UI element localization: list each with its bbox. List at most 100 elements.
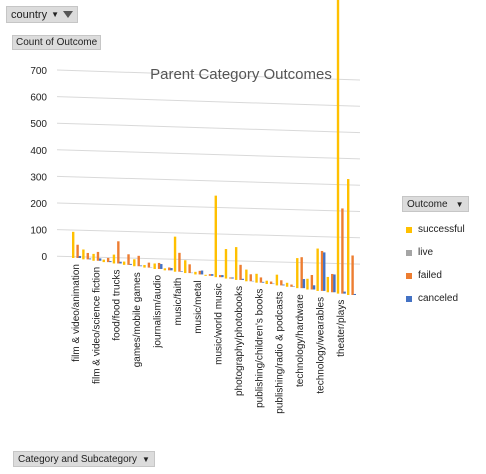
bar-successful-10-0 [275,274,279,286]
country-filter-button[interactable]: country ▼ [6,6,78,23]
legend-item-failed: failed [406,264,465,287]
gridline [56,69,361,81]
bar-successful-11-1 [306,278,309,290]
bar-canceled-4-0 [160,264,163,269]
x-category-label: technology/wearables [315,297,326,394]
bar-successful-10-1 [285,282,289,287]
bar-canceled-6-0 [200,270,204,275]
bar-failed-11-0 [300,257,303,289]
bar-failed-6-0 [198,270,202,275]
chart-title: Parent Category Outcomes [150,66,332,83]
bar-successful-3-0 [133,259,136,267]
bar-failed-12-0 [320,250,324,291]
bar-failed-5-0 [178,252,181,272]
bar-successful-8-0 [234,247,238,280]
bar-canceled-5-0 [180,271,183,272]
legend-swatch [406,295,412,302]
category-subcategory-label: Category and Subcategory [18,453,137,465]
bar-successful-6-0 [194,271,197,275]
category-subcategory-field-button[interactable]: Category and Subcategory ▼ [13,451,155,467]
bar-failed-1-1 [106,257,110,263]
bar-successful-5-1 [184,260,187,274]
bar-successful-0-0 [72,231,75,258]
bar-canceled-11-1 [312,285,316,290]
x-category-label: food/food trucks [112,269,123,340]
gridline [56,229,361,239]
bar-canceled-10-0 [282,284,285,286]
bar-canceled-0-1 [88,258,92,260]
x-category-label: music/faith [173,278,184,326]
bar-successful-12-0 [316,248,319,291]
bar-canceled-2-0 [119,261,122,264]
bar-successful-12-1 [326,276,330,293]
bar-failed-10-1 [290,284,293,287]
bar-canceled-0-0 [78,255,81,258]
bar-canceled-4-1 [170,268,173,271]
outcome-legend-field-button[interactable]: Outcome ▼ [402,196,469,212]
bar-successful-11-0 [296,258,299,289]
bar-failed-13-0 [341,208,344,294]
bar-canceled-13-0 [343,291,346,294]
y-axis-ticks: 700 600 500 400 300 200 100 0 [30,66,47,263]
bar-canceled-6-1 [211,274,214,276]
x-category-label: film & video/animation [71,264,82,362]
bar-successful-0-1 [82,249,85,260]
outcome-legend-label: Outcome [407,198,448,210]
bar-failed-7-1 [229,277,232,279]
chart-bars [72,0,356,295]
legend-swatch [406,272,412,279]
bar-canceled-1-0 [98,258,102,261]
bar-successful-1-0 [92,253,95,261]
bar-successful-9-0 [255,273,258,283]
bar-canceled-8-0 [241,278,244,280]
bar-canceled-7-1 [231,277,234,279]
bar-canceled-12-0 [323,252,326,291]
bar-successful-8-1 [245,269,248,282]
dropdown-arrow-icon: ▼ [141,454,150,464]
bar-failed-1-0 [96,251,100,261]
bar-failed-9-1 [269,281,273,285]
bar-failed-3-1 [147,262,151,268]
x-category-label: technology/hardware [295,294,306,387]
bar-failed-2-0 [117,241,120,264]
bar-successful-7-0 [214,195,217,278]
bar-canceled-13-1 [353,293,356,295]
bar-failed-9-0 [259,277,263,283]
y-tick-label: 0 [41,252,47,263]
legend-label: live [418,247,434,258]
y-tick-label: 200 [30,199,47,210]
bar-canceled-2-1 [129,263,132,265]
chart-gridlines [56,69,361,265]
gridline [56,175,361,186]
bar-successful-2-1 [122,261,126,265]
bar-failed-8-1 [249,274,252,282]
bar-canceled-12-1 [333,274,336,293]
bar-canceled-1-1 [109,261,112,263]
gridline [56,122,361,134]
bar-canceled-11-0 [302,279,306,289]
filter-funnel-icon [63,11,73,18]
bar-failed-8-0 [239,264,242,280]
y-tick-label: 600 [30,93,47,104]
bar-successful-5-0 [173,236,177,272]
legend-item-successful: successful [406,218,465,241]
count-of-outcome-field-button[interactable]: Count of Outcome [12,35,102,50]
bar-successful-6-1 [204,274,207,276]
legend-swatch [406,249,412,256]
bar-canceled-3-0 [139,265,143,267]
x-category-label: journalism/audio [152,275,163,349]
x-category-label: games/mobile games [132,272,143,367]
bar-canceled-9-0 [261,281,265,283]
x-axis-categories: film & video/animation film & video/scien… [71,264,347,414]
bar-failed-6-1 [208,274,212,276]
country-filter-label: country [11,8,48,21]
bar-failed-7-0 [218,275,222,278]
gridline [56,255,361,265]
x-category-label: publishing/radio & podcasts [275,291,286,413]
bar-successful-4-1 [163,268,167,271]
bar-failed-5-1 [188,264,191,274]
dropdown-arrow-icon: ▼ [455,199,464,209]
legend-label: failed [418,270,442,281]
x-category-label: photography/photobooks [234,286,245,396]
